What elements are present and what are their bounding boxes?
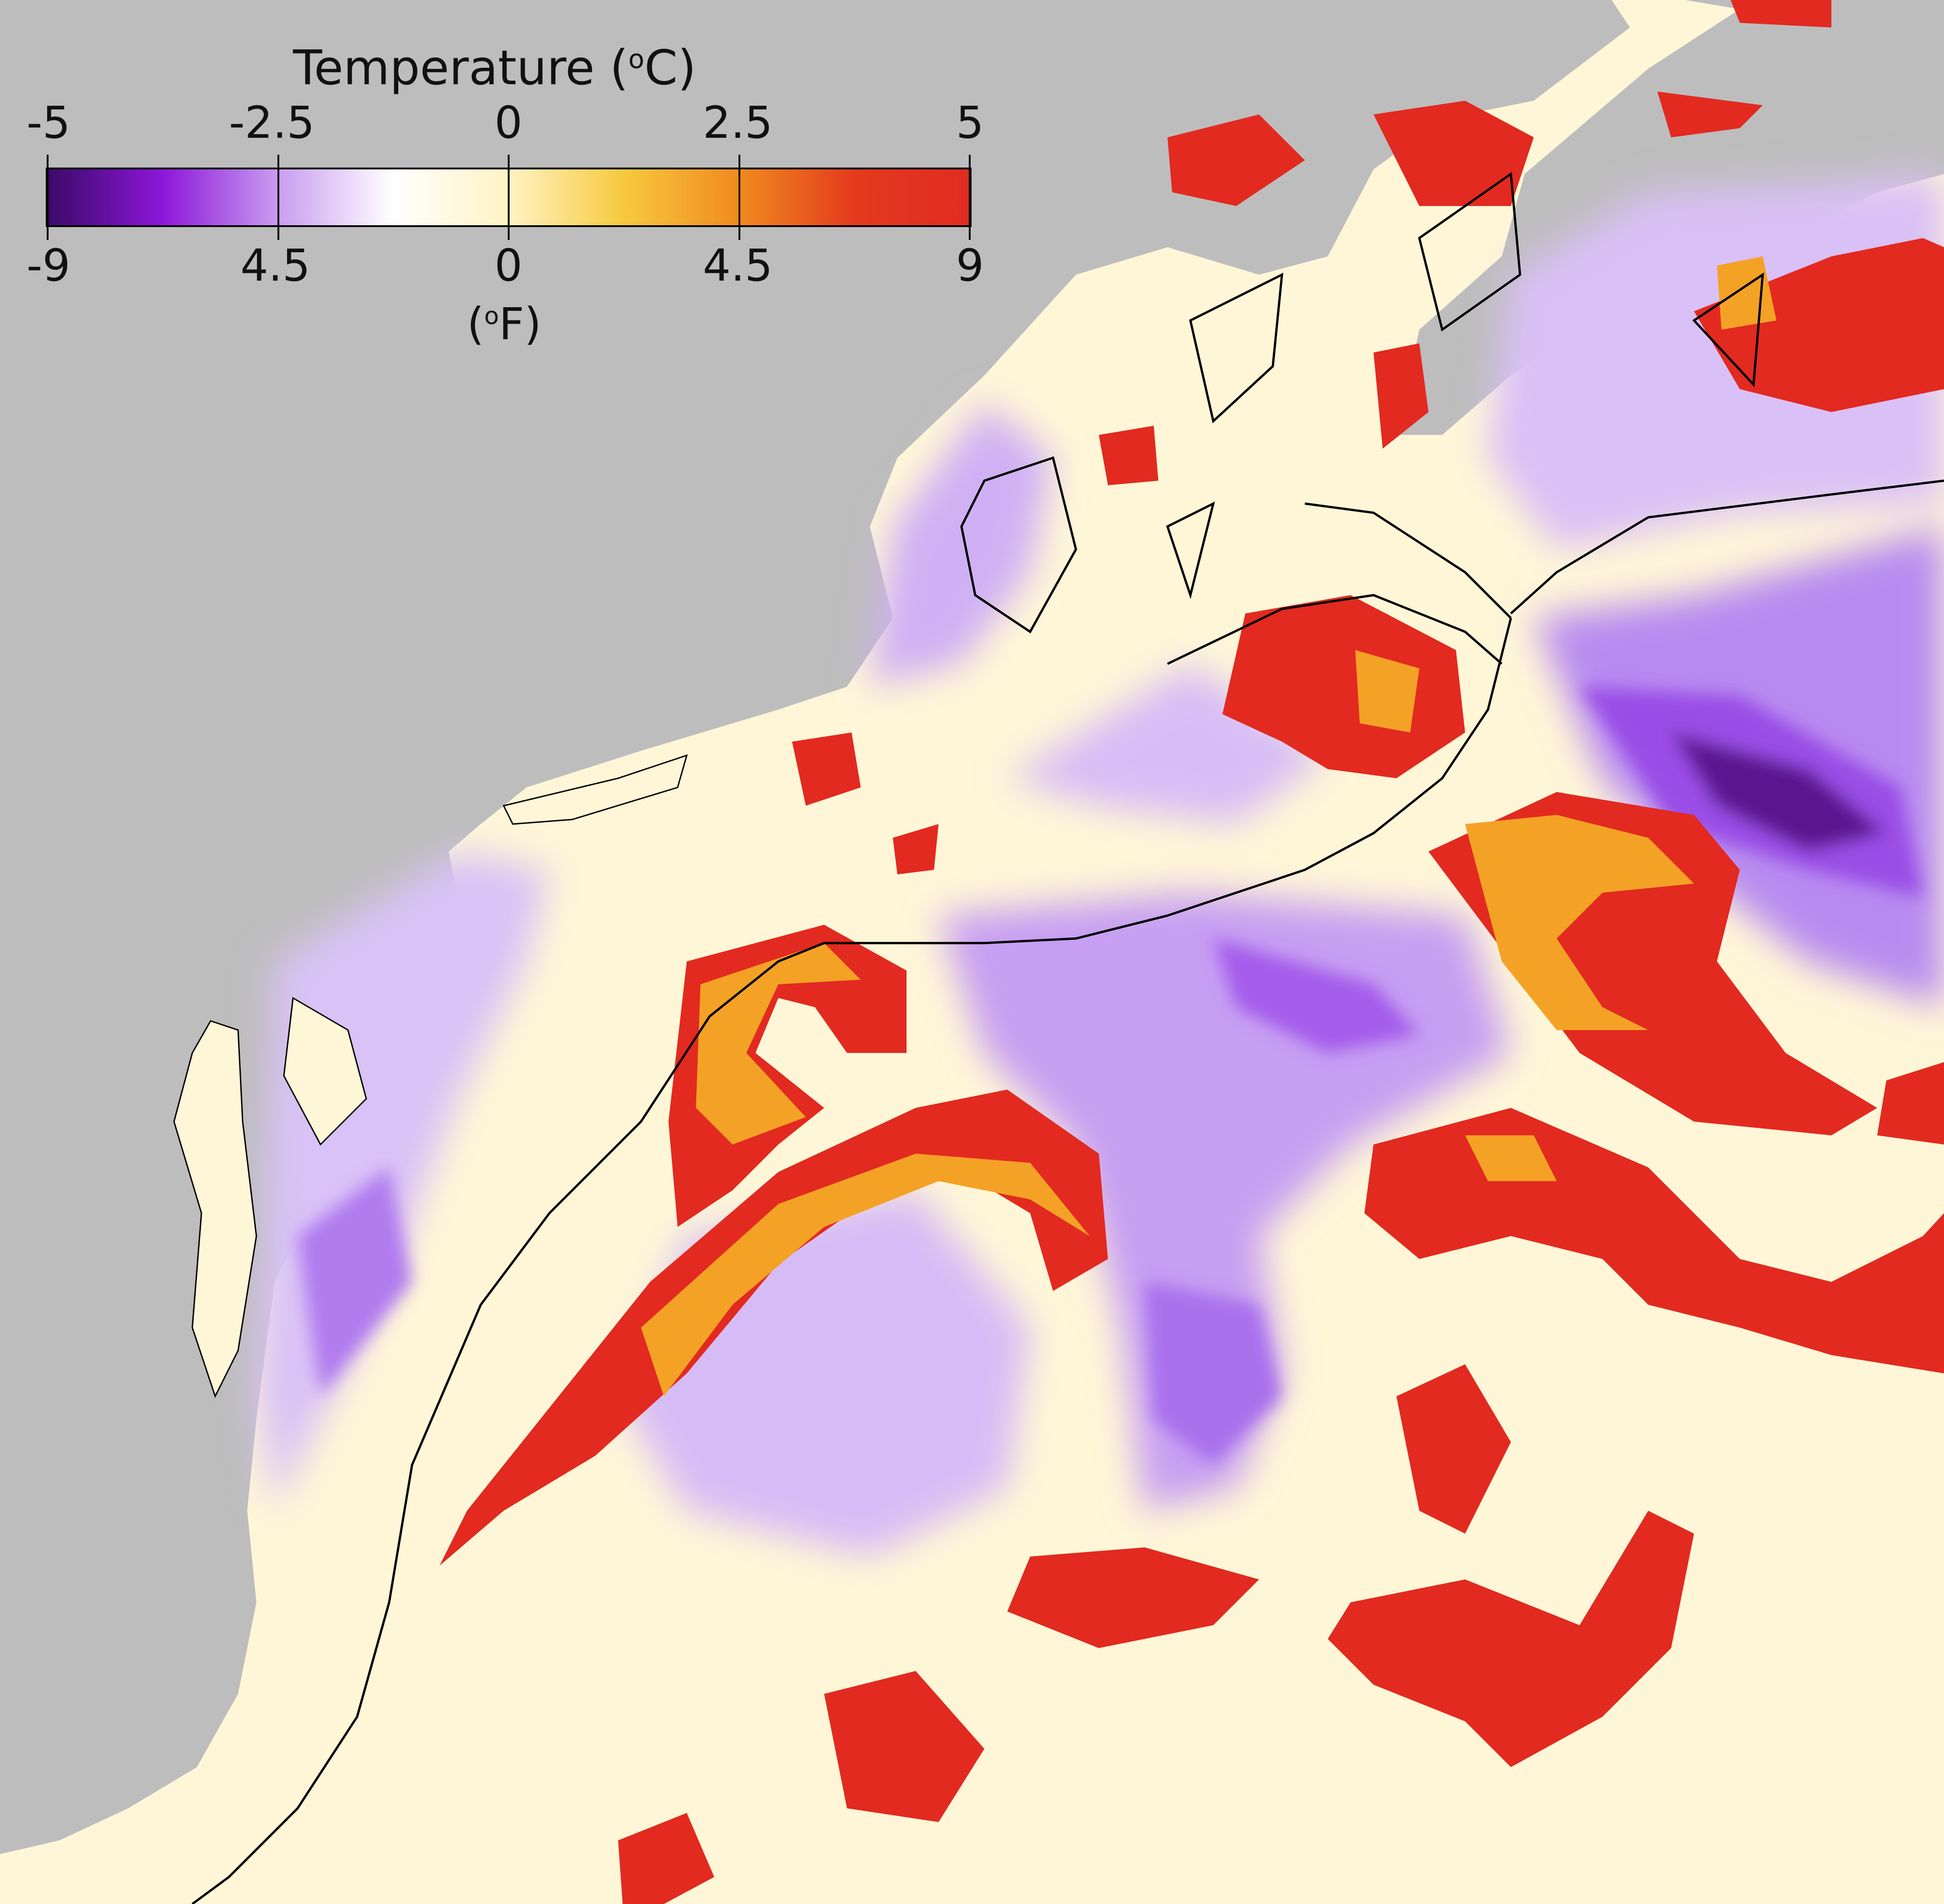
legend-title-prefix: Temperature (	[293, 40, 629, 96]
fahrenheit-unit-degree: o	[484, 302, 499, 330]
fahrenheit-tick-label: 9	[956, 240, 984, 291]
fahrenheit-unit-suffix: F)	[499, 298, 542, 350]
celsius-tick-label: 5	[956, 97, 984, 148]
coastline-lines	[191, 172, 1944, 1904]
fahrenheit-tick-label: 4.5	[703, 240, 773, 291]
celsius-tick-label: -2.5	[229, 97, 315, 148]
fahrenheit-unit-prefix: (	[467, 298, 484, 350]
legend-title: Temperature (oC)	[293, 44, 696, 92]
fahrenheit-tick-label: 0	[494, 240, 523, 291]
colorbar-ticks	[47, 155, 971, 240]
celsius-tick-label: 0	[494, 97, 523, 148]
fahrenheit-tick-label: 4.5	[240, 240, 310, 291]
strong-cool-layer	[298, 687, 1923, 1465]
bay-water	[173, 754, 688, 1398]
fahrenheit-unit-label: (oF)	[467, 302, 541, 346]
legend-title-degree: o	[628, 44, 645, 75]
legend-colorbar	[46, 155, 972, 240]
celsius-tick-label: -5	[27, 97, 71, 148]
celsius-tick-label: 2.5	[703, 97, 773, 148]
legend-title-suffix: C)	[644, 40, 696, 96]
fahrenheit-tick-label: -9	[27, 240, 71, 291]
